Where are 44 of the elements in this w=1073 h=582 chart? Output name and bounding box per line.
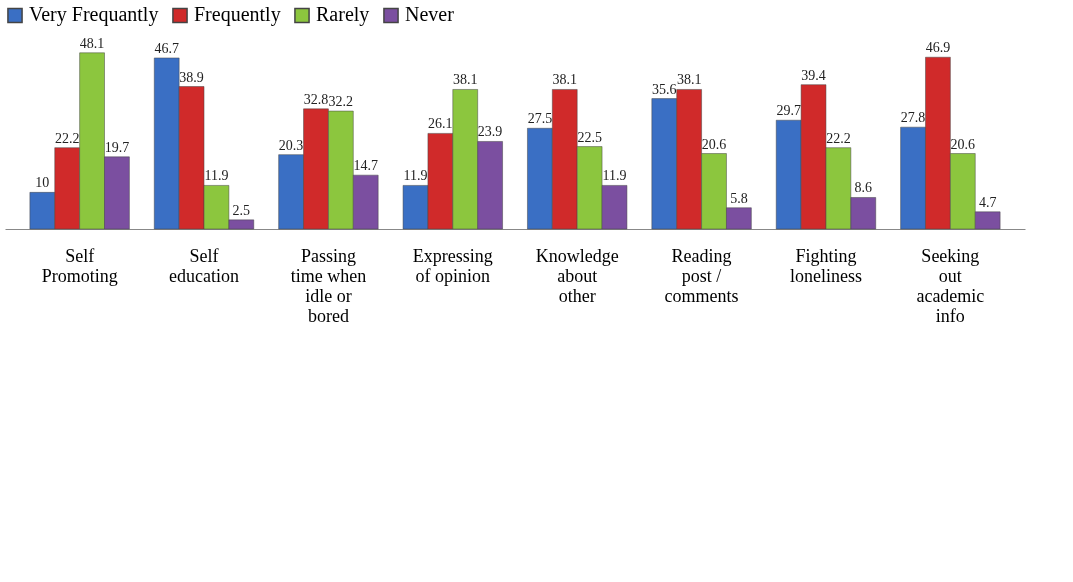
data-label: 8.6 (854, 180, 873, 196)
x-tick-label: Passing time when idle or bored (290, 245, 367, 326)
data-label: 22.5 (577, 129, 602, 145)
x-tick-label: Fighting loneliness (789, 245, 862, 286)
data-label: 27.8 (900, 110, 926, 126)
data-label: 27.5 (527, 111, 553, 127)
data-label: 26.1 (428, 116, 453, 132)
data-label: 32.8 (303, 91, 329, 107)
data-label: 20.3 (278, 137, 304, 153)
data-label: 20.6 (701, 136, 727, 152)
data-label: 10 (35, 175, 50, 191)
legend-label: Frequently (194, 3, 281, 27)
x-tick-label: Self education (169, 245, 240, 286)
data-label: 22.2 (826, 130, 851, 146)
data-label: 35.6 (652, 81, 677, 97)
data-label: 48.1 (79, 35, 105, 51)
data-label: 4.7 (978, 194, 997, 210)
legend-label: Very Frequantly (29, 3, 159, 27)
legend-label: Rarely (316, 3, 370, 27)
data-label: 32.2 (328, 94, 354, 110)
data-label: 39.4 (801, 67, 826, 83)
data-label: 2.5 (232, 202, 251, 218)
x-tick-label: Self Promoting (41, 245, 118, 286)
data-label: 38.1 (552, 72, 578, 88)
data-label: 29.7 (776, 103, 801, 119)
x-tick-label: Seeking out academic info (916, 245, 985, 326)
x-tick-label: Reading post / comments (664, 245, 739, 306)
data-label: 11.9 (204, 168, 229, 184)
data-label: 5.8 (730, 190, 748, 206)
data-label: 20.6 (950, 136, 976, 152)
data-label: 38.1 (676, 72, 702, 88)
x-tick-label: Knowledge about other (535, 245, 619, 306)
legend-label: Never (405, 3, 455, 26)
data-label: 23.9 (477, 124, 503, 140)
data-label: 11.9 (403, 168, 428, 184)
data-label: 46.9 (925, 40, 951, 56)
data-label: 22.2 (54, 130, 80, 146)
data-label: 19.7 (104, 139, 130, 155)
data-label: 38.1 (452, 72, 478, 88)
data-label: 11.9 (602, 168, 627, 184)
data-label: 14.7 (353, 158, 378, 174)
data-label: 38.9 (179, 69, 204, 85)
x-tick-label: Expressing of opinion (412, 245, 493, 286)
data-label: 46.7 (154, 40, 179, 56)
